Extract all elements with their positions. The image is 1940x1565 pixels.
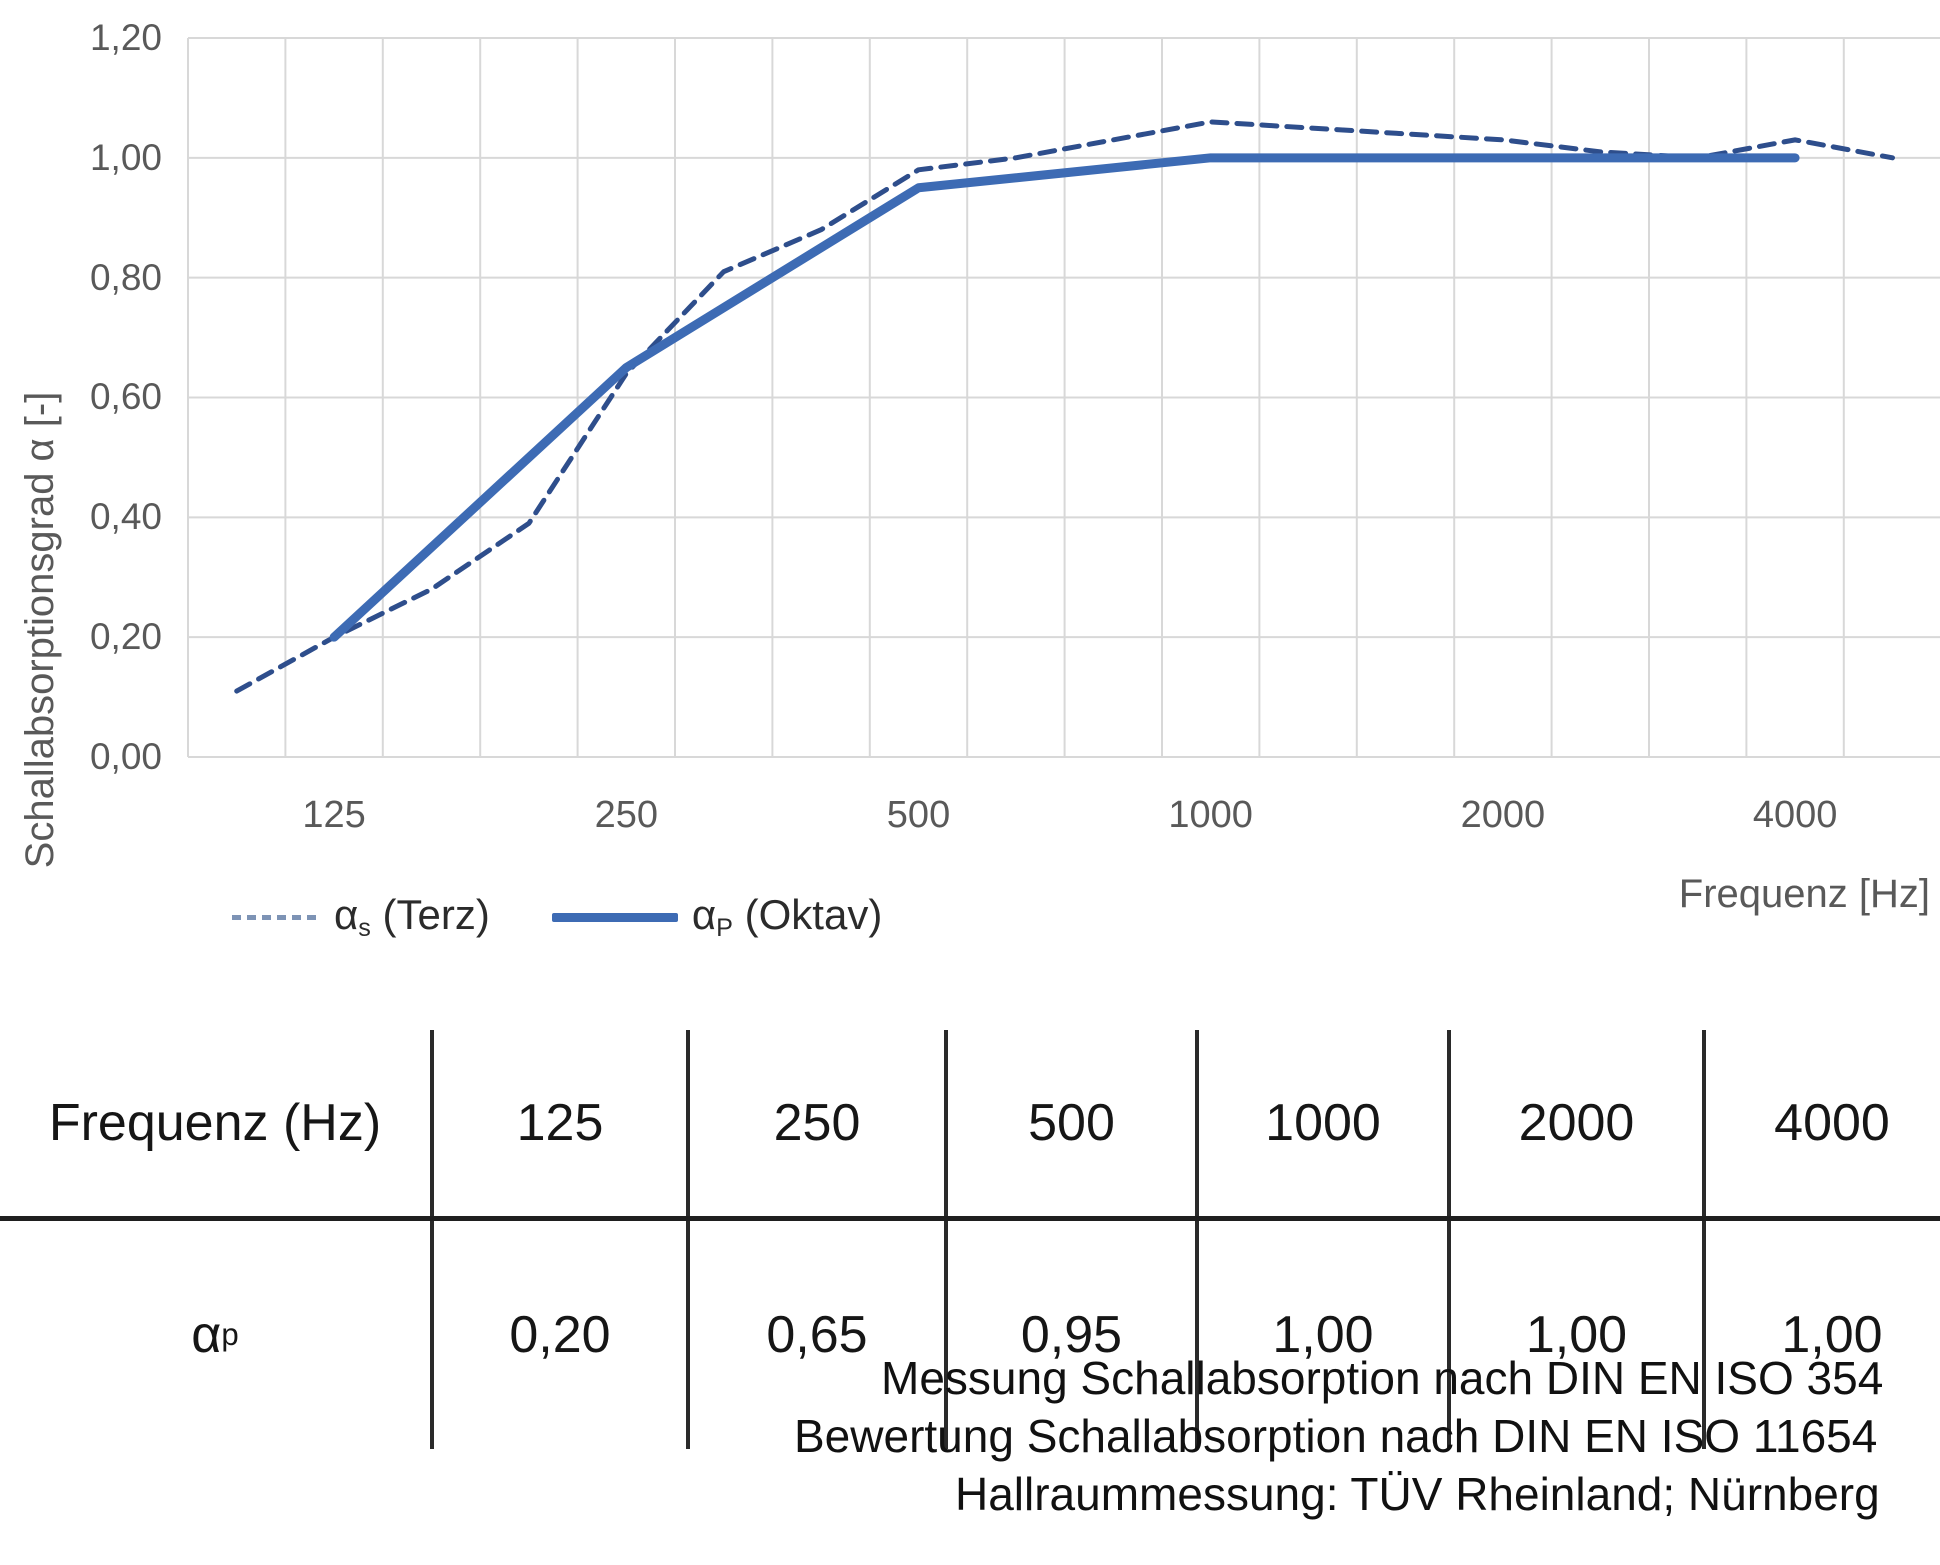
footer-line: Hallraummessung: TÜV Rheinland; Nürnberg: [955, 1468, 1880, 1520]
legend-label-terz: αs (Terz): [334, 890, 490, 943]
footer-line: Messung Schallabsorption nach DIN EN ISO…: [881, 1352, 1884, 1404]
table-value-cell: 1,00: [1447, 1221, 1702, 1449]
chart-legend: αs (Terz) αP (Oktav): [232, 890, 883, 943]
absorption-chart: [187, 36, 1940, 758]
solid-line-swatch: [551, 912, 678, 922]
footer-line: Bewertung Schallabsorption nach DIN EN I…: [794, 1410, 1878, 1462]
x-tick-label: 500: [886, 794, 951, 836]
x-axis-title: Frequenz [Hz]: [1678, 872, 1930, 916]
x-tick-label: 125: [302, 794, 366, 836]
x-tick-label: 250: [594, 794, 658, 836]
y-tick-label: 0,40: [89, 496, 162, 538]
y-tick-label: 1,00: [89, 136, 162, 178]
table-value-cell: 0,65: [686, 1221, 944, 1449]
table-header-cell: Frequenz (Hz): [48, 1094, 382, 1152]
y-tick-label: 1,20: [89, 16, 162, 58]
table-value-cell: 1,00: [1195, 1221, 1447, 1449]
table-header-row: Frequenz (Hz) 125 250 500 1000 2000 4000: [0, 1030, 1940, 1216]
x-tick-label: 1000: [1168, 794, 1253, 836]
table-values-row: α p 0,20 0,65 0,95 1,00 1,00 1,00: [0, 1221, 1940, 1449]
table-header-cell: 1000: [1195, 1030, 1447, 1216]
x-tick-label: 4000: [1752, 794, 1838, 836]
y-tick-label: 0,00: [89, 736, 162, 777]
table-header-cell: 2000: [1447, 1030, 1702, 1216]
table-header-cell: 250: [686, 1030, 944, 1216]
y-tick-label: 0,80: [89, 256, 162, 298]
dashed-line-swatch: [232, 914, 320, 920]
y-tick-label: 0,60: [89, 376, 162, 418]
table-value-cell: 0,95: [944, 1221, 1195, 1449]
table-value-cell: 1,00: [1702, 1221, 1940, 1449]
series-line-oktav: [329, 153, 1800, 642]
series-line-terz: [234, 119, 1895, 694]
legend-label-oktav: αP (Oktav): [691, 890, 883, 943]
table-header-cell: 500: [944, 1030, 1195, 1216]
y-tick-label: 0,20: [89, 616, 162, 658]
table-value-cell: 0,20: [430, 1221, 686, 1449]
y-axis-title: Schallabsorptionsgrad α [-]: [18, 391, 62, 869]
x-tick-label: 2000: [1460, 794, 1546, 836]
table-header-cell: 4000: [1702, 1030, 1940, 1216]
table-header-cell: 125: [430, 1030, 686, 1216]
table-divider: [0, 1216, 1940, 1221]
frequency-table: Frequenz (Hz) 125 250 500 1000 2000 4000 α p 0,2…: [0, 1030, 1940, 1449]
